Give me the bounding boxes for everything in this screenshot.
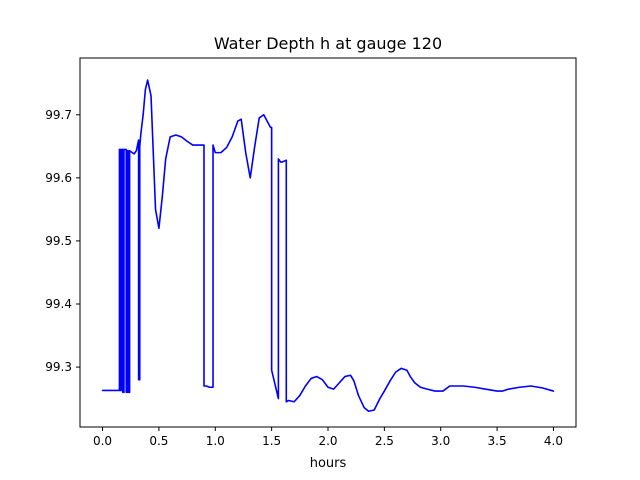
series-line-0 xyxy=(101,79,555,413)
x-tick-label: 2.5 xyxy=(375,434,394,448)
x-tick-label: 4.0 xyxy=(544,434,563,448)
chart-title: Water Depth h at gauge 120 xyxy=(214,34,442,53)
x-tick-label: 2.0 xyxy=(318,434,337,448)
y-tick-label: 99.3 xyxy=(45,360,72,374)
x-tick-label: 0.0 xyxy=(93,434,112,448)
y-tick-label: 99.5 xyxy=(45,234,72,248)
y-axis: 99.3 99.4 99.5 99.6 99.7 xyxy=(45,108,80,374)
x-axis: 0.0 0.5 1.0 1.5 2.0 2.5 3.0 3.5 4.0 xyxy=(93,427,563,448)
y-tick-label: 99.6 xyxy=(45,171,72,185)
x-tick-label: 3.5 xyxy=(488,434,507,448)
x-tick-label: 1.5 xyxy=(262,434,281,448)
x-tick-label: 0.5 xyxy=(149,434,168,448)
x-tick-label: 1.0 xyxy=(206,434,225,448)
y-tick-label: 99.4 xyxy=(45,297,72,311)
y-tick-label: 99.7 xyxy=(45,108,72,122)
plot-area xyxy=(101,79,555,413)
x-tick-label: 3.0 xyxy=(431,434,450,448)
x-axis-label: hours xyxy=(310,456,347,471)
